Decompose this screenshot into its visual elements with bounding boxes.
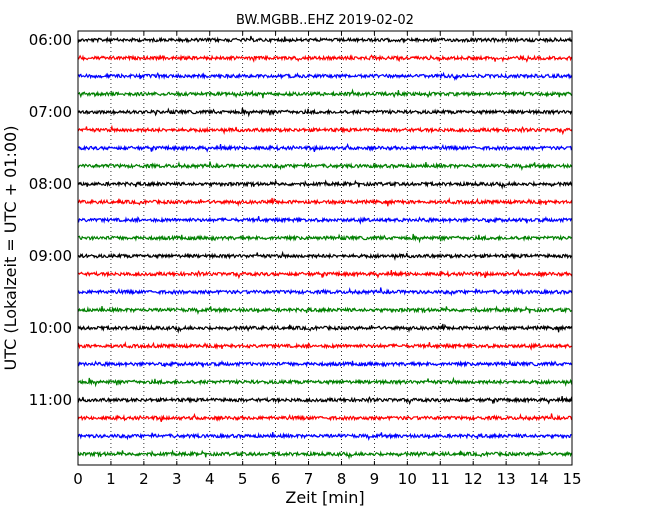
trace-line: [77, 71, 573, 82]
y-tick-label: 06:00: [29, 31, 72, 49]
x-tick-label: 7: [304, 470, 314, 488]
trace-line: [77, 142, 573, 153]
trace-line: [77, 161, 573, 172]
chart-title: BW.MGBB..EHZ 2019-02-02: [236, 13, 414, 28]
trace-line: [77, 449, 573, 460]
x-tick-label: 8: [337, 470, 347, 488]
trace-line: [77, 268, 573, 280]
x-axis-label: Zeit [min]: [285, 488, 364, 507]
x-tick-label: 1: [106, 470, 116, 488]
trace-line: [77, 287, 573, 297]
x-tick-label: 14: [530, 470, 549, 488]
x-axis: 0 1 2 3 4 5 6 7 8 9 10 11 12 13 14 15: [73, 31, 582, 488]
x-tick-label: 15: [562, 470, 581, 488]
trace-line: [77, 196, 573, 207]
x-tick-label: 6: [271, 470, 281, 488]
trace-line: [77, 412, 573, 423]
y-axis: 06:00 07:00 08:00 09:00 10:00 11:00: [29, 31, 572, 409]
trace-line: [77, 88, 573, 99]
x-tick-label: 0: [73, 470, 83, 488]
trace-line: [77, 54, 573, 63]
x-tick-label: 11: [431, 470, 450, 488]
x-tick-label: 2: [139, 470, 149, 488]
x-tick-label: 9: [370, 470, 380, 488]
trace-line: [77, 35, 573, 44]
y-tick-label: 11:00: [29, 391, 72, 409]
x-tick-label: 3: [172, 470, 182, 488]
traces: [77, 35, 573, 460]
trace-line: [77, 107, 573, 118]
x-tick-label: 13: [497, 470, 516, 488]
trace-line: [77, 395, 573, 406]
x-tick-label: 5: [238, 470, 248, 488]
y-tick-label: 09:00: [29, 247, 72, 265]
y-axis-label: UTC (Lokalzeit = UTC + 01:00): [1, 126, 20, 371]
trace-line: [77, 124, 573, 136]
trace-line: [77, 233, 573, 244]
trace-line: [77, 432, 573, 442]
trace-line: [77, 359, 573, 368]
y-tick-label: 10:00: [29, 319, 72, 337]
trace-line: [77, 250, 573, 261]
trace-line: [77, 305, 573, 316]
trace-line: [77, 215, 573, 225]
trace-line: [77, 376, 573, 388]
y-tick-label: 08:00: [29, 175, 72, 193]
trace-line: [77, 179, 573, 190]
trace-line: [77, 340, 573, 351]
y-tick-label: 07:00: [29, 103, 72, 121]
grid: [110, 31, 540, 465]
x-tick-label: 12: [464, 470, 483, 488]
trace-line: [77, 323, 573, 334]
x-tick-label: 10: [398, 470, 417, 488]
x-tick-label: 4: [205, 470, 215, 488]
plot-frame: [77, 30, 573, 466]
